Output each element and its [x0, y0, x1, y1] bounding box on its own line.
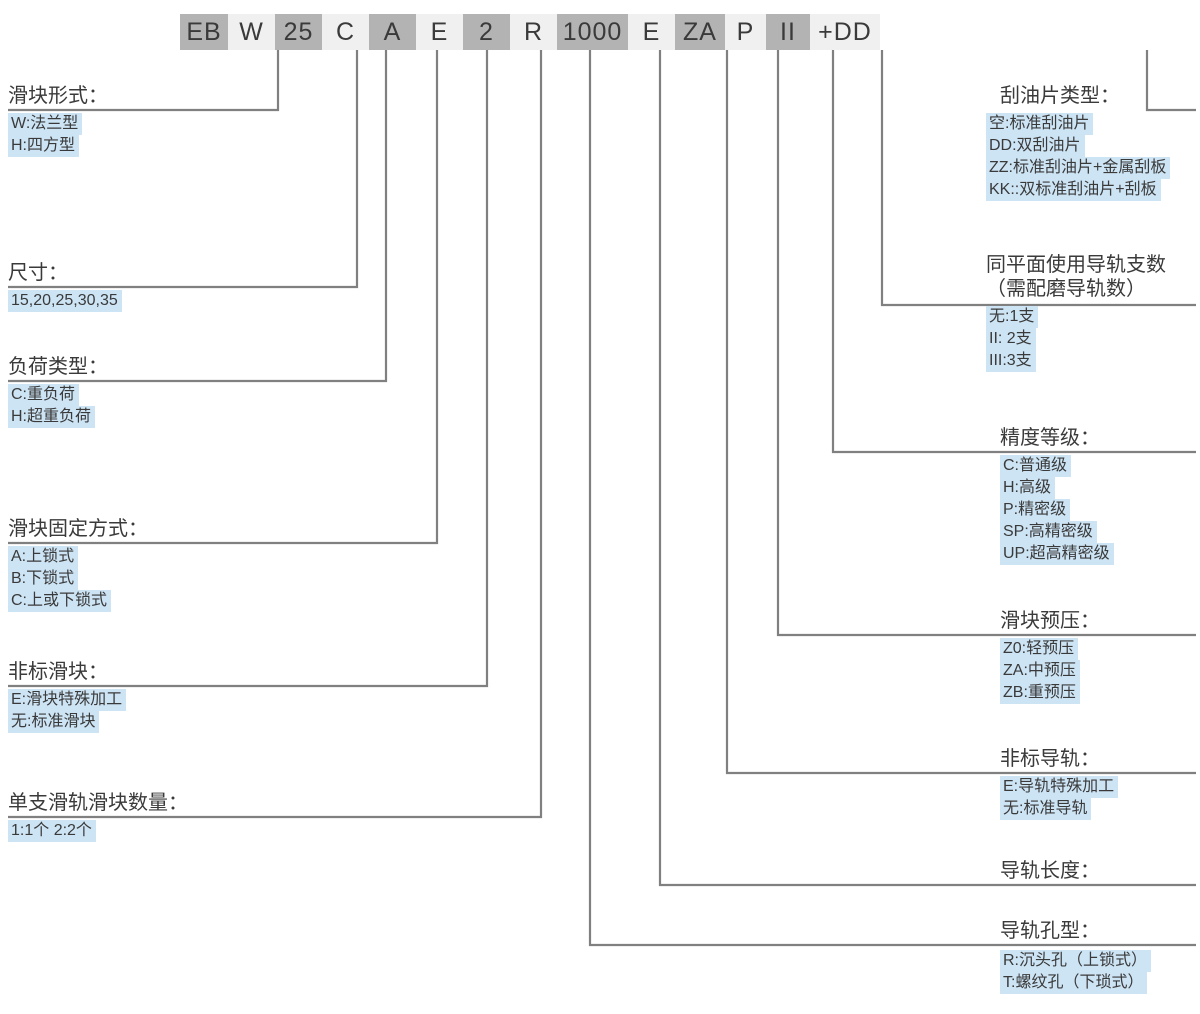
- part-number-code-row: EB W 25 C A E 2 R 1000 E ZA P II +DD: [180, 14, 880, 50]
- option-item: ZA:中预压: [1000, 660, 1080, 682]
- option-item: C:普通级: [1000, 455, 1072, 477]
- option-item: E:滑块特殊加工: [8, 689, 127, 711]
- option-item: C:重负荷: [8, 384, 80, 406]
- block-nonstandard-rail: 非标导轨： E:导轨特殊加工 无:标准导轨: [1000, 747, 1119, 820]
- code-segment-1: W: [228, 14, 275, 50]
- option-item: 15,20,25,30,35: [8, 290, 122, 312]
- block-size: 尺寸： 15,20,25,30,35: [8, 261, 122, 312]
- block-options: A:上锁式 B:下锁式 C:上或下锁式: [8, 546, 148, 612]
- block-title: 负荷类型：: [8, 356, 108, 378]
- code-segment-10: ZA: [675, 14, 725, 50]
- block-rail-hole-type: 导轨孔型： R:沉头孔（上锁式） T:螺纹孔（下琐式）: [1000, 919, 1152, 994]
- block-title: 尺寸：: [8, 262, 68, 284]
- block-options: 15,20,25,30,35: [8, 290, 122, 312]
- option-item: 无:标准滑块: [8, 711, 100, 733]
- option-item: T:螺纹孔（下琐式）: [1000, 972, 1148, 994]
- option-item: Z0:轻预压: [1000, 638, 1079, 660]
- option-item: P:精密级: [1000, 499, 1071, 521]
- code-segment-13: +DD: [810, 14, 880, 50]
- block-options: C:普通级 H:高级 P:精密级 SP:高精密级 UP:超高精密级: [1000, 455, 1114, 565]
- code-segment-12: II: [766, 14, 810, 50]
- block-options: W:法兰型 H:四方型: [8, 113, 108, 157]
- code-segment-3: C: [322, 14, 369, 50]
- block-title: 非标滑块：: [8, 661, 108, 683]
- option-item: 1:1个 2:2个: [8, 820, 96, 842]
- code-segment-2: 25: [275, 14, 322, 50]
- block-nonstandard-slider: 非标滑块： E:滑块特殊加工 无:标准滑块: [8, 660, 127, 733]
- block-title: 精度等级：: [1000, 427, 1100, 449]
- code-segment-11: P: [725, 14, 766, 50]
- block-title: 同平面使用导轨支数: [986, 254, 1166, 276]
- option-item: ZZ:标准刮油片+金属刮板: [986, 157, 1171, 179]
- option-item: H:超重负荷: [8, 406, 96, 428]
- option-item: A:上锁式: [8, 546, 79, 568]
- block-rails-per-plane: 同平面使用导轨支数 （需配磨导轨数） 无:1支 II: 2支 III:3支: [986, 253, 1166, 372]
- option-item: W:法兰型: [8, 113, 83, 135]
- option-item: 无:1支: [986, 306, 1039, 328]
- block-slider-type: 滑块形式： W:法兰型 H:四方型: [8, 84, 108, 157]
- code-segment-8: 1000: [557, 14, 628, 50]
- block-slider-mount: 滑块固定方式： A:上锁式 B:下锁式 C:上或下锁式: [8, 517, 148, 612]
- option-item: C:上或下锁式: [8, 590, 112, 612]
- code-segment-4: A: [369, 14, 416, 50]
- option-item: 空:标准刮油片: [986, 113, 1094, 135]
- option-item: ZB:重预压: [1000, 682, 1080, 704]
- block-options: R:沉头孔（上锁式） T:螺纹孔（下琐式）: [1000, 950, 1152, 994]
- block-title: 刮油片类型：: [1000, 85, 1120, 107]
- option-item: H:四方型: [8, 135, 80, 157]
- option-item: II: 2支: [986, 328, 1036, 350]
- option-item: R:沉头孔（上锁式）: [1000, 950, 1152, 972]
- block-options: E:导轨特殊加工 无:标准导轨: [1000, 776, 1119, 820]
- block-options: 空:标准刮油片 DD:双刮油片 ZZ:标准刮油片+金属刮板 KK::双标准刮油片+刮板: [986, 113, 1171, 201]
- code-segment-6: 2: [463, 14, 510, 50]
- block-title: 导轨孔型：: [1000, 920, 1100, 942]
- block-options: C:重负荷 H:超重负荷: [8, 384, 108, 428]
- code-segment-7: R: [510, 14, 557, 50]
- code-segment-0: EB: [180, 14, 228, 50]
- code-segment-9: E: [628, 14, 675, 50]
- code-segment-5: E: [416, 14, 463, 50]
- option-item: III:3支: [986, 350, 1036, 372]
- block-accuracy-grade: 精度等级： C:普通级 H:高级 P:精密级 SP:高精密级 UP:超高精密级: [1000, 426, 1114, 565]
- block-title: 滑块预压：: [1000, 610, 1100, 632]
- block-title: 单支滑轨滑块数量：: [8, 792, 188, 814]
- option-item: E:导轨特殊加工: [1000, 776, 1119, 798]
- block-options: 1:1个 2:2个: [8, 820, 188, 842]
- option-item: SP:高精密级: [1000, 521, 1097, 543]
- block-options: 无:1支 II: 2支 III:3支: [986, 306, 1166, 372]
- block-title: 滑块固定方式：: [8, 518, 148, 540]
- block-options: Z0:轻预压 ZA:中预压 ZB:重预压: [1000, 638, 1100, 704]
- block-title: 滑块形式：: [8, 85, 108, 107]
- block-subtitle: （需配磨导轨数）: [986, 278, 1146, 300]
- option-item: H:高级: [1000, 477, 1056, 499]
- block-wiper-type: 刮油片类型： 空:标准刮油片 DD:双刮油片 ZZ:标准刮油片+金属刮板 KK::双标…: [986, 84, 1171, 201]
- option-item: UP:超高精密级: [1000, 543, 1114, 565]
- block-preload: 滑块预压： Z0:轻预压 ZA:中预压 ZB:重预压: [1000, 609, 1100, 704]
- block-options: E:滑块特殊加工 无:标准滑块: [8, 689, 127, 733]
- option-item: 无:标准导轨: [1000, 798, 1092, 820]
- option-item: DD:双刮油片: [986, 135, 1085, 157]
- option-item: KK::双标准刮油片+刮板: [986, 179, 1161, 201]
- block-rail-length: 导轨长度：: [1000, 859, 1100, 888]
- block-title: 导轨长度：: [1000, 860, 1100, 882]
- block-sliders-per-rail: 单支滑轨滑块数量： 1:1个 2:2个: [8, 791, 188, 842]
- option-item: B:下锁式: [8, 568, 79, 590]
- block-load-type: 负荷类型： C:重负荷 H:超重负荷: [8, 355, 108, 428]
- block-title: 非标导轨：: [1000, 748, 1100, 770]
